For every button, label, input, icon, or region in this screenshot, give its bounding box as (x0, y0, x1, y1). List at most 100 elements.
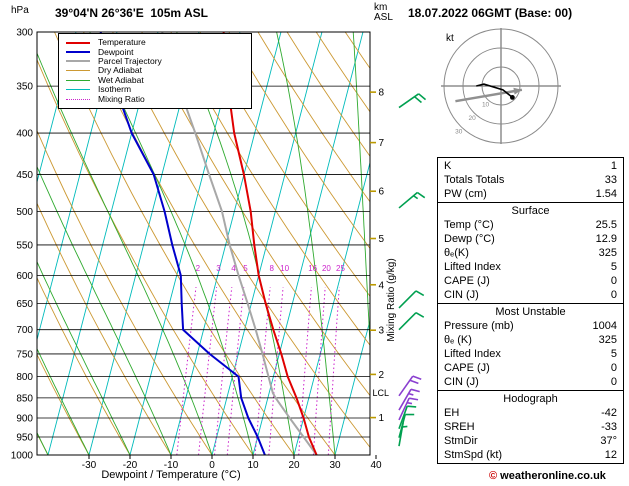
legend-label: Parcel Trajectory (98, 55, 162, 66)
wind-barbs (398, 93, 427, 447)
svg-text:10: 10 (482, 101, 490, 108)
hodograph: 10 20 30 kt (441, 28, 561, 144)
panel-row: CAPE (J) 0 (438, 361, 623, 375)
svg-text:8: 8 (269, 264, 274, 273)
panel-row-value: 0 (610, 289, 617, 301)
height-axis-unit-asl: ASL (374, 12, 393, 23)
panel-row-value: 0 (610, 376, 617, 388)
hodograph-unit: kt (446, 33, 454, 44)
svg-text:25: 25 (336, 264, 345, 273)
lcl: LCL (373, 388, 390, 398)
svg-text:4: 4 (231, 264, 236, 273)
svg-text:750: 750 (16, 349, 33, 360)
panel-row-value: 1 (610, 160, 617, 172)
svg-text:5: 5 (379, 234, 385, 245)
indices-box: K 1 Totals Totals 33 PW (cm) 1.54 (437, 157, 624, 203)
indices-panel: K 1 Totals Totals 33 PW (cm) 1.54 Surface Temp … (437, 157, 624, 464)
panel-row-value: 325 (598, 334, 617, 346)
section-title: Surface (511, 205, 550, 217)
panel-row-value: 25.5 (595, 219, 617, 231)
svg-text:500: 500 (16, 207, 33, 218)
panel-row-label: Totals Totals (444, 174, 505, 186)
svg-text:700: 700 (16, 325, 33, 336)
svg-text:3: 3 (379, 326, 385, 337)
panel-row-label: CIN (J) (444, 376, 479, 388)
copyright-symbol: © (489, 470, 498, 482)
panel-row-label: StmSpd (kt) (444, 449, 503, 461)
pressure-axis-unit: hPa (11, 5, 29, 16)
station-title: 39°04'N 26°36'E 105m ASL (55, 6, 208, 20)
svg-text:4: 4 (379, 280, 385, 291)
legend-item: Dewpoint (66, 47, 244, 56)
panel-row: CIN (J) 0 (438, 288, 623, 302)
svg-text:3: 3 (216, 264, 221, 273)
legend-label: Isotherm (98, 84, 132, 95)
section-surface: Surface Temp (°C) 25.5 Dewp (°C) 12.9 θₑ(K) 32… (437, 202, 624, 304)
panel-row-value: 1004 (592, 320, 617, 332)
svg-text:5: 5 (243, 264, 248, 273)
svg-text:850: 850 (16, 393, 33, 404)
section-most-unstable: Most Unstable Pressure (mb) 1004 θₑ (K) 325 L… (437, 303, 624, 391)
panel-row: PW (cm) 1.54 (438, 187, 623, 201)
svg-text:400: 400 (16, 129, 33, 140)
height-axis-unit: km ASL (374, 3, 393, 23)
panel-row: θₑ(K) 325 (438, 246, 623, 260)
copyright-text: weatheronline.co.uk (497, 470, 606, 482)
panel-row: EH -42 (438, 406, 623, 420)
panel-row-label: Dewp (°C) (444, 233, 495, 245)
section-title: Hodograph (503, 393, 558, 405)
panel-row-value: 1.54 (595, 188, 617, 200)
svg-text:10: 10 (280, 264, 289, 273)
panel-row-label: PW (cm) (444, 188, 487, 200)
svg-text:2: 2 (196, 264, 201, 273)
datetime-title: 18.07.2022 06GMT (Base: 00) (408, 6, 573, 20)
svg-text:6: 6 (379, 187, 385, 198)
section-hodograph: Hodograph EH -42 SREH -33 StmDir 37° StmSpd (kt… (437, 390, 624, 464)
panel-row-label: SREH (444, 421, 475, 433)
legend-swatch (66, 98, 90, 100)
panel-row-label: Pressure (mb) (444, 320, 514, 332)
parcel-trajectory-line (161, 32, 318, 455)
svg-text:20: 20 (469, 115, 477, 122)
mixing-ratio-lines (176, 286, 340, 455)
svg-text:350: 350 (16, 82, 33, 93)
svg-text:900: 900 (16, 413, 33, 424)
legend-item: Wet Adiabat (66, 75, 244, 85)
legend-swatch (66, 51, 90, 54)
panel-row: SREH -33 (438, 420, 623, 434)
panel-row-label: CIN (J) (444, 289, 479, 301)
panel-row-label: CAPE (J) (444, 275, 490, 287)
svg-text:10: 10 (247, 460, 259, 471)
svg-text:40: 40 (370, 460, 382, 471)
svg-text:16: 16 (308, 264, 317, 273)
svg-text:20: 20 (322, 264, 331, 273)
legend-label: Dry Adiabat (98, 65, 142, 76)
plot-frame (36, 31, 371, 456)
svg-text:0: 0 (209, 460, 215, 471)
panel-row: Temp (°C) 25.5 (438, 218, 623, 232)
panel-row-label: K (444, 160, 452, 172)
svg-text:300: 300 (16, 28, 33, 39)
panel-row: Pressure (mb) 1004 (438, 319, 623, 333)
svg-text:2: 2 (379, 370, 385, 381)
legend: Temperature Dewpoint Parcel Trajectory Dry … (58, 33, 252, 109)
panel-row-value: 12 (604, 449, 617, 461)
legend-swatch (66, 70, 90, 72)
legend-item: Isotherm (66, 85, 244, 94)
panel-row: StmSpd (kt) 12 (438, 448, 623, 462)
svg-text:950: 950 (16, 432, 33, 443)
legend-label: Dewpoint (98, 46, 134, 57)
temperature-tick-labels: -30 -20 -10 0 10 20 30 40 (82, 455, 382, 471)
panel-row: Lifted Index 5 (438, 260, 623, 274)
svg-text:30: 30 (455, 128, 463, 135)
svg-text:550: 550 (16, 240, 33, 251)
height-axis-unit-km: km (374, 2, 388, 13)
svg-text:30: 30 (329, 460, 341, 471)
panel-row: StmDir 37° (438, 434, 623, 448)
panel-row: Dewp (°C) 12.9 (438, 232, 623, 246)
svg-text:800: 800 (16, 372, 33, 383)
panel-row-value: 325 (598, 247, 617, 259)
